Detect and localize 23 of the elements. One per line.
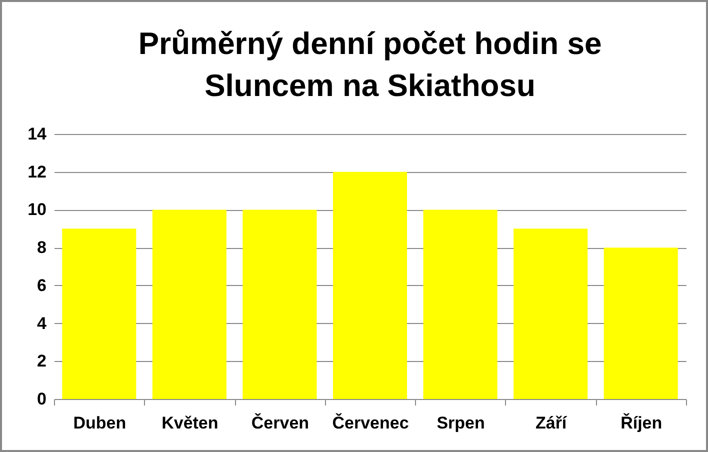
bar xyxy=(604,248,678,399)
x-tick-label: Květen xyxy=(162,414,218,432)
x-tick-label: Září xyxy=(535,414,568,432)
chart-title: Průměrný denní počet hodin se Sluncem na Skiathosu xyxy=(138,26,602,103)
bar xyxy=(152,210,226,399)
bar xyxy=(242,210,317,399)
bar xyxy=(514,228,588,399)
y-tick-label: 14 xyxy=(28,124,48,144)
y-tick-label: 2 xyxy=(37,352,46,371)
y-tick-label: 0 xyxy=(37,390,46,408)
x-tick-label: Říjen xyxy=(620,412,662,432)
x-tick-label: Červenec xyxy=(332,412,409,432)
x-tick-label: Srpen xyxy=(436,414,485,432)
y-tick-label: 4 xyxy=(37,314,48,333)
bar xyxy=(62,228,136,399)
x-tick-label: Duben xyxy=(73,414,126,432)
y-tick-label: 12 xyxy=(28,162,46,182)
bar xyxy=(423,210,498,399)
y-tick-label: 6 xyxy=(37,276,46,295)
x-tick-label: Červen xyxy=(251,412,310,432)
y-tick-label: 8 xyxy=(37,238,46,258)
bar xyxy=(332,172,408,399)
y-tick-label: 10 xyxy=(28,200,46,220)
